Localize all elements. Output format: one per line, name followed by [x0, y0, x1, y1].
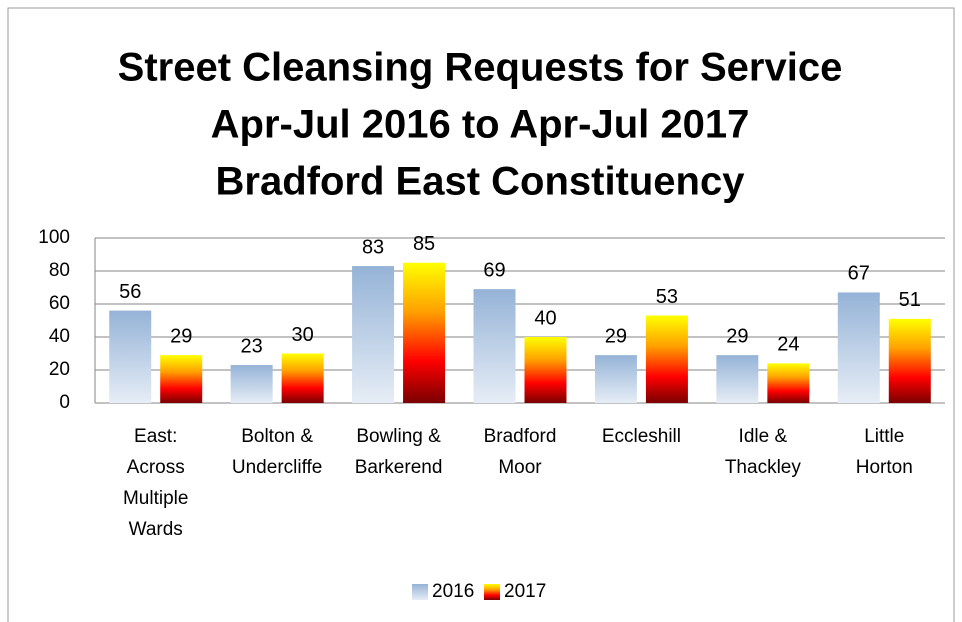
value-label: 56	[119, 281, 141, 303]
label-line: Multiple	[123, 488, 188, 509]
chart-title: Bradford East Constituency	[216, 160, 746, 204]
bar	[837, 292, 880, 403]
label-line: Little	[864, 426, 904, 447]
x-tick-label: Little Horton	[856, 426, 913, 478]
x-tick-label: Bowling & Barkerend	[355, 426, 443, 478]
legend-swatch	[484, 584, 500, 600]
label-line: East:	[134, 426, 177, 447]
value-label: 69	[483, 259, 505, 281]
bar	[403, 262, 446, 403]
x-tick-label: Bradford Moor	[484, 426, 557, 478]
chart-title: Apr-Jul 2016 to Apr-Jul 2017	[211, 103, 750, 147]
bar	[524, 337, 567, 403]
bar	[594, 355, 637, 403]
y-tick-label: 80	[49, 260, 70, 281]
label-line: Horton	[856, 457, 913, 478]
bar	[473, 289, 516, 403]
y-tick-label: 0	[59, 392, 70, 413]
value-label: 83	[362, 236, 384, 258]
value-label: 53	[656, 286, 678, 308]
x-tick-label: Eccleshill	[602, 426, 681, 447]
bar	[888, 318, 931, 403]
label-line: Undercliffe	[232, 457, 322, 478]
chart-title: Street Cleansing Requests for Service	[118, 46, 843, 90]
label-line: Bradford	[484, 426, 557, 447]
bar	[645, 315, 688, 403]
value-label: 29	[605, 325, 627, 347]
value-label: 24	[777, 334, 799, 356]
bar	[716, 355, 759, 403]
value-label: 40	[534, 307, 556, 329]
label-line: Bolton &	[241, 426, 313, 447]
x-tick-label: Bolton & Undercliffe	[232, 426, 322, 478]
legend-label: 2016	[432, 581, 474, 602]
bar	[352, 266, 395, 403]
bar	[767, 363, 810, 403]
value-label: 51	[899, 289, 921, 311]
bar	[160, 355, 203, 403]
value-label: 23	[241, 335, 263, 357]
y-tick-label: 40	[49, 326, 70, 347]
value-label: 29	[170, 325, 192, 347]
y-tick-label: 60	[49, 293, 70, 314]
value-label: 85	[413, 233, 435, 255]
label-line: Moor	[498, 457, 542, 478]
value-label: 29	[726, 325, 748, 347]
chart-border	[7, 7, 955, 622]
label-line: Across	[127, 457, 185, 478]
label-line: Barkerend	[355, 457, 443, 478]
y-tick-label: 100	[38, 227, 70, 248]
label-line: Wards	[129, 519, 183, 540]
legend-swatch	[412, 584, 428, 600]
bar	[230, 365, 273, 403]
value-label: 30	[292, 324, 314, 346]
label-line: Eccleshill	[602, 426, 681, 447]
label-line: Thackley	[725, 457, 802, 478]
x-tick-label: East: Across Multiple Wards	[123, 426, 188, 540]
label-line: Idle &	[739, 426, 788, 447]
bar	[281, 353, 324, 403]
y-tick-label: 20	[49, 359, 70, 380]
x-tick-label: Idle & Thackley	[725, 426, 802, 478]
legend-label: 2017	[504, 581, 546, 602]
value-label: 67	[848, 263, 870, 285]
bar	[109, 310, 152, 403]
label-line: Bowling &	[356, 426, 441, 447]
